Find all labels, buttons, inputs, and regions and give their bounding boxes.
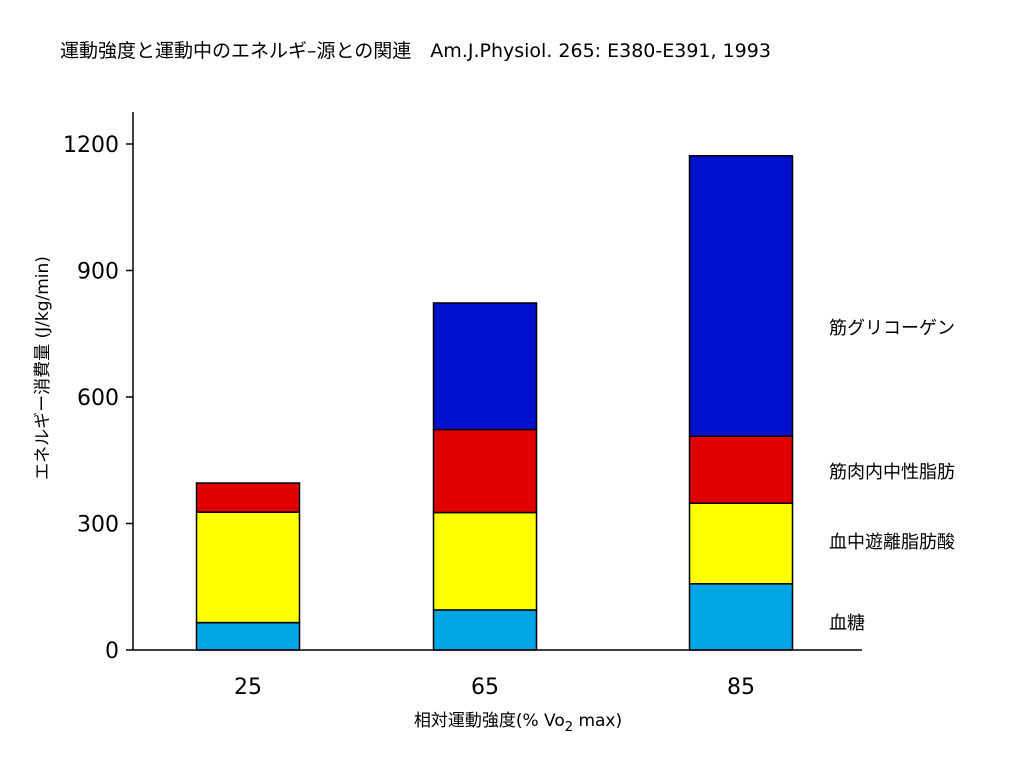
legend-label-series-3: 筋グリコーゲン bbox=[829, 318, 955, 339]
x-tick-label-25: 25 bbox=[234, 675, 262, 700]
y-tick-label-900: 900 bbox=[77, 260, 119, 285]
chart-title: 運動強度と運動中のエネルギ–源との関連 Am.J.Physiol. 265: E… bbox=[60, 40, 771, 62]
bar-segment-25-series-2 bbox=[195, 482, 301, 513]
tick-labels-group: 0 300 600 900 1200 bbox=[63, 133, 119, 664]
bar-segment-85-series-0 bbox=[688, 583, 794, 651]
category-labels-group: 25 65 85 bbox=[234, 675, 755, 700]
bar-segment-65-series-0 bbox=[432, 609, 538, 651]
bar-segment-65-series-1 bbox=[432, 511, 538, 611]
bar-segment-85-series-1 bbox=[688, 502, 794, 585]
x-axis-title: 相対運動強度(% Vo2 max) bbox=[414, 711, 622, 735]
bar-segment-25-series-0 bbox=[195, 621, 301, 651]
legend-label-series-2: 筋肉内中性脂肪 bbox=[829, 462, 955, 483]
y-tick-label-600: 600 bbox=[77, 386, 119, 411]
x-tick-label-65: 65 bbox=[471, 675, 499, 700]
y-tick-label-1200: 1200 bbox=[63, 133, 119, 158]
bar-segment-85-series-2 bbox=[688, 435, 794, 505]
y-tick-label-300: 300 bbox=[77, 513, 119, 538]
bar-segment-85-series-3 bbox=[688, 155, 794, 437]
legend-label-series-0: 血糖 bbox=[829, 613, 865, 634]
legend-label-series-1: 血中遊離脂肪酸 bbox=[829, 532, 955, 553]
y-tick-label-0: 0 bbox=[105, 639, 119, 664]
y-axis-title: エネルギー消費量 (J/kg/min) bbox=[33, 256, 53, 480]
axes-group bbox=[126, 112, 862, 651]
bar-segment-65-series-2 bbox=[432, 428, 538, 514]
bar-group bbox=[195, 155, 794, 651]
bar-segment-25-series-1 bbox=[195, 511, 301, 624]
x-tick-label-85: 85 bbox=[727, 675, 755, 700]
bar-segment-65-series-3 bbox=[432, 302, 538, 431]
